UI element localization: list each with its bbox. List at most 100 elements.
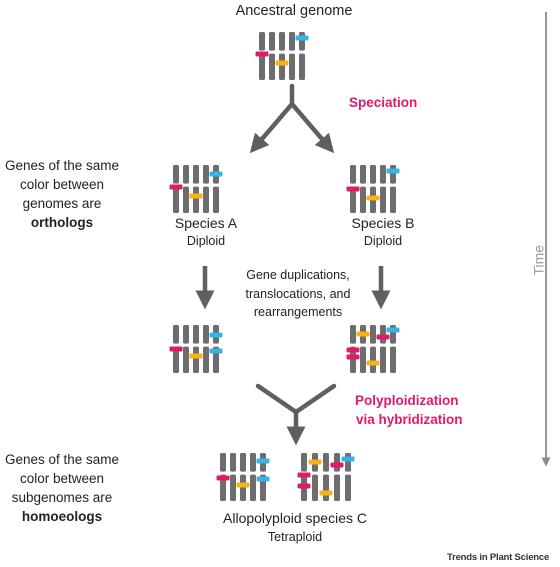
gene-changes-line-3: rearrangements — [253, 305, 343, 319]
chromosome — [376, 325, 390, 373]
journal-footer: Trends in Plant Science — [447, 552, 550, 563]
chromosome — [255, 32, 269, 80]
chromosome — [297, 453, 311, 501]
homoeologs-term-text: homoeologs — [21, 509, 103, 524]
species-b-ploidy: Diploid — [363, 234, 403, 248]
gene-band — [256, 458, 270, 464]
chromosome — [209, 325, 223, 373]
ancestral-genome-title: Ancestral genome — [235, 3, 353, 19]
chromosome-sets — [169, 32, 400, 501]
gene-band — [169, 184, 183, 190]
homoeologs-note-line-1: Genes of the same — [4, 452, 120, 467]
chromosome — [183, 325, 189, 373]
gene-band — [216, 475, 230, 481]
gene-band — [209, 332, 223, 338]
species-c-ploidy: Tetraploid — [267, 530, 323, 544]
species-b-genome — [346, 165, 400, 213]
gene-band — [236, 482, 250, 488]
chromosome — [169, 165, 183, 213]
gene-band — [341, 456, 355, 462]
chromosome — [275, 32, 289, 80]
chromosome — [189, 165, 203, 213]
orthologs-note-line-1: Genes of the same — [4, 158, 120, 173]
orthologs-note-line-2: color between — [19, 177, 105, 192]
time-label: Time — [530, 244, 547, 276]
chromosome — [236, 453, 250, 501]
chromosome — [366, 165, 380, 213]
chromosome — [183, 165, 189, 213]
chromosome — [250, 453, 256, 501]
gene-band — [330, 462, 344, 468]
orthologs-term-text: orthologs — [30, 215, 94, 230]
polyploidization-line-2: via hybridization — [356, 412, 463, 427]
chromosome — [360, 165, 366, 213]
duplicated-genome-b — [346, 325, 400, 373]
chromosome — [366, 325, 380, 373]
gene-band — [366, 360, 380, 366]
homoeologs-note-line-2: color between — [19, 471, 105, 486]
duplicated-genome-a — [169, 325, 223, 373]
gene-band — [376, 334, 390, 340]
gene-band — [346, 354, 360, 360]
speciation-arrow — [249, 83, 335, 154]
homoeologs-note-line-3: subgenomes are — [11, 490, 113, 505]
gene-band — [189, 193, 203, 199]
species-a-genome — [169, 165, 223, 213]
chromosome — [256, 453, 270, 501]
speciation-label: Speciation — [349, 95, 418, 110]
gene-band — [209, 348, 223, 354]
gene-band — [255, 51, 269, 57]
chromosome — [203, 325, 209, 373]
orthologs-note-line-3: genomes are — [22, 196, 102, 211]
species-a-ploidy: Diploid — [186, 234, 226, 248]
species-a-title: Species A — [174, 215, 238, 231]
gene-band — [256, 476, 270, 482]
chromosome — [380, 165, 386, 213]
species-b-title: Species B — [351, 215, 415, 231]
gene-band — [169, 346, 183, 352]
chromosome — [319, 453, 333, 501]
ancestral-genome — [255, 32, 309, 80]
chromosome — [308, 453, 322, 501]
gene-band — [297, 472, 311, 478]
gene-band — [366, 195, 380, 201]
gene-band — [209, 171, 223, 177]
gene-band — [308, 459, 322, 465]
gene-band — [356, 331, 370, 337]
orthologs-term: orthologs — [31, 215, 93, 231]
species-c-subgenome-a — [216, 453, 270, 501]
gene-changes-line-1: Gene duplications, — [246, 268, 350, 282]
chromosome — [289, 32, 295, 80]
gene-band — [346, 347, 360, 353]
chromosome — [203, 165, 209, 213]
hybridization-arrow — [255, 383, 337, 446]
chromosome — [230, 453, 236, 501]
gene-band — [346, 186, 360, 192]
species-c-subgenome-b — [297, 453, 355, 501]
gene-changes-line-2: translocations, and — [245, 287, 351, 301]
gene-band — [295, 35, 309, 41]
chromosome — [356, 325, 370, 373]
chromosome — [346, 325, 360, 373]
chromosome — [209, 165, 223, 213]
chromosome — [386, 165, 400, 213]
gene-band — [275, 60, 289, 66]
chromosome — [169, 325, 183, 373]
chromosome — [346, 165, 360, 213]
chromosome — [341, 453, 355, 501]
gene-band — [386, 327, 400, 333]
chromosome — [269, 32, 275, 80]
chromosome — [330, 453, 344, 501]
species-c-title: Allopolyploid species C — [223, 510, 367, 526]
chromosome — [295, 32, 309, 80]
homoeologs-term: homoeologs — [22, 509, 102, 525]
chromosome — [189, 325, 203, 373]
chromosome — [386, 325, 400, 373]
gene-band — [386, 168, 400, 174]
gene-band — [319, 490, 333, 496]
gene-band — [297, 483, 311, 489]
polyploidization-line-1: Polyploidization — [355, 393, 459, 408]
gene-band — [189, 353, 203, 359]
